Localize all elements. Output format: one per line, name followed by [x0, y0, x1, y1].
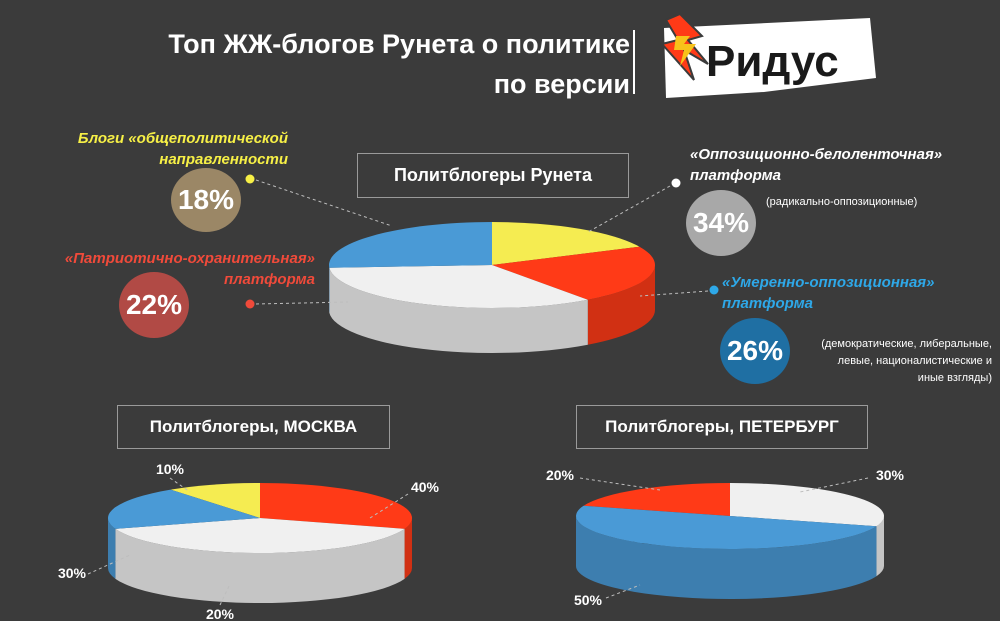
main-chart-title: Политблогеры Рунета	[393, 165, 593, 185]
label-general-line2: направленности	[159, 151, 288, 168]
pie2-side-1	[876, 516, 884, 577]
spb-chart-title: Политблогеры, ПЕТЕРБУРГ	[605, 417, 839, 436]
note-moderate: (демократические, либеральные, левые, на…	[821, 336, 992, 387]
pie2-slice-0	[583, 483, 730, 516]
note-opposition: (радикально-оппозиционные)	[766, 196, 918, 208]
spb-leader-patriotic	[579, 477, 661, 491]
pie1-side-2	[115, 528, 405, 603]
spb-label-moderate: 50%	[574, 592, 603, 608]
spb-label-patriotic: 20%	[546, 467, 575, 483]
pie1-slice-3	[107, 489, 260, 529]
moscow-leader-patriotic	[87, 554, 131, 575]
note-moderate-line3: иные взгляды)	[917, 372, 992, 384]
leader-general	[255, 179, 393, 227]
label-patriotic: «Патриотично-охранительная» платформа	[65, 248, 315, 290]
title-line-1: Топ ЖЖ-блогов Рунета о политике	[168, 29, 630, 59]
label-opposition: «Оппозиционно-белоленточная» платформа	[690, 144, 942, 186]
spb-chart-title-box: Политблогеры, ПЕТЕРБУРГ	[576, 405, 868, 449]
moscow-label-patriotic: 30%	[58, 565, 87, 581]
moscow-label-moderate: 20%	[206, 606, 235, 621]
circle-moderate: 26%	[720, 318, 790, 384]
moscow-leader-opposition	[369, 493, 409, 519]
pie0-side-2	[329, 267, 588, 353]
pie0-slice-3	[329, 222, 492, 268]
moscow-label-opposition: 40%	[411, 479, 440, 495]
title-divider	[633, 30, 635, 94]
circle-patriotic: 22%	[119, 272, 189, 338]
label-moderate-line1: «Умеренно-оппозиционная»	[722, 274, 935, 291]
pie2-side-2	[576, 516, 877, 599]
leader-moderate	[639, 290, 709, 297]
label-opposition-line1: «Оппозиционно-белоленточная»	[690, 146, 943, 163]
dot-moderate	[709, 285, 719, 295]
pie1-side-1	[404, 518, 412, 579]
moscow-chart-title-box: Политблогеры, МОСКВА	[117, 405, 390, 449]
pie0-slice-1	[492, 246, 655, 300]
dot-patriotic	[245, 299, 255, 309]
pie1-slice-1	[260, 483, 412, 529]
circle-general-value: 18%	[177, 184, 235, 215]
pie2-slice-2	[576, 505, 877, 549]
circle-general: 18%	[171, 168, 241, 232]
dot-general	[245, 174, 255, 184]
pie0-side-1	[587, 265, 655, 345]
label-moderate-line2: платформа	[722, 295, 814, 312]
pie0-slice-0	[492, 222, 640, 265]
moscow-leader-moderate	[219, 583, 231, 606]
spb-label-opposition: 30%	[876, 467, 905, 483]
logo-text: Ридус	[706, 37, 839, 86]
pie1-slice-2	[115, 518, 405, 553]
title-line-2: по версии	[493, 69, 630, 99]
spb-leader-moderate	[605, 584, 641, 599]
ridus-logo: Ридус	[660, 12, 876, 98]
moscow-chart-title: Политблогеры, МОСКВА	[149, 417, 358, 436]
circle-opposition-value: 34%	[692, 207, 750, 238]
note-moderate-line1: (демократические, либеральные,	[821, 338, 992, 350]
label-general: Блоги «общеполитической направленности	[78, 128, 288, 170]
dot-opposition	[671, 178, 681, 188]
pie1-slice-0	[170, 483, 260, 518]
moscow-label-general: 10%	[156, 461, 185, 477]
main-chart-title-box: Политблогеры Рунета	[357, 153, 629, 198]
circle-patriotic-value: 22%	[125, 289, 183, 320]
circle-moderate-value: 26%	[726, 335, 784, 366]
pie0-slice-2	[329, 265, 588, 308]
leader-opposition	[587, 185, 671, 233]
label-patriotic-line2: платформа	[223, 271, 315, 288]
moscow-leader-general	[169, 477, 191, 493]
pie2-slice-1	[730, 483, 884, 527]
label-general-line1: Блоги «общеполитической	[77, 130, 288, 147]
label-patriotic-line1: «Патриотично-охранительная»	[64, 250, 315, 267]
circle-opposition: 34%	[686, 190, 756, 256]
label-opposition-line2: платформа	[690, 167, 782, 184]
label-moderate: «Умеренно-оппозиционная» платформа	[722, 272, 934, 314]
note-moderate-line2: левые, националистические и	[837, 355, 992, 367]
page-title: Топ ЖЖ-блогов Рунета о политике по верси…	[110, 24, 630, 104]
